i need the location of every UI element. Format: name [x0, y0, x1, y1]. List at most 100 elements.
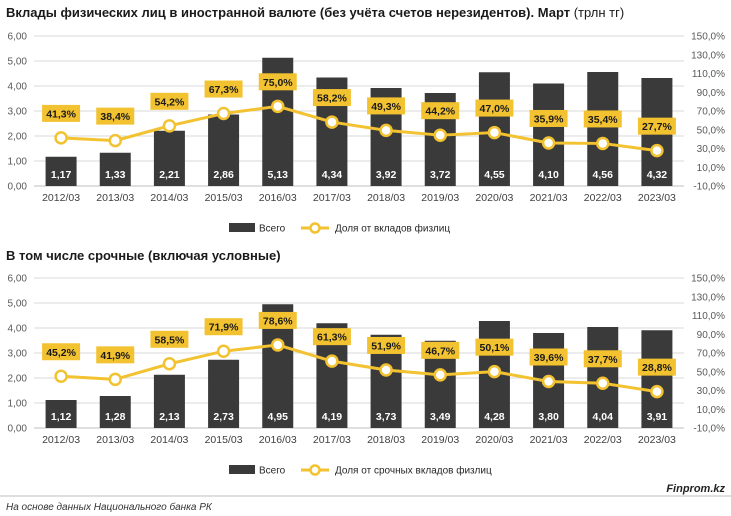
share-value-label: 46,7%: [425, 345, 455, 357]
y-tick-label: 0,00: [8, 424, 28, 435]
share-marker: [216, 106, 231, 121]
brand-logo: Finprom.kz: [666, 483, 725, 495]
chart-bottom-share-line: 45,2% 41,9% 58,5% 71,9% 78,6% 61,3% 51,9% 46,7%…: [42, 311, 676, 399]
share-value-label: 50,1%: [480, 342, 510, 354]
chart-top-gridlines: [34, 35, 684, 187]
share-label-box: [96, 107, 135, 125]
share-line-path: [60, 343, 658, 394]
share-label-box: [42, 343, 81, 361]
y2-tick-label: 110,0%: [692, 69, 725, 80]
y2-tick-label: 90,0%: [697, 88, 725, 99]
bar: [587, 72, 619, 186]
share-marker: [271, 338, 285, 352]
bar-value-label: 2,86: [213, 169, 234, 181]
bar: [153, 130, 185, 186]
y-tick-label: 0,00: [8, 182, 28, 193]
share-label-box: [529, 109, 568, 127]
y2-tick-label: 130,0%: [691, 50, 725, 61]
share-marker: [433, 368, 447, 382]
bar: [99, 396, 131, 428]
share-label-box: [421, 102, 460, 120]
share-value-label: 41,3%: [46, 108, 76, 120]
bar-value-label: 1,33: [105, 169, 126, 181]
share-marker: [54, 131, 68, 145]
legend-bar-label: Всего: [259, 466, 286, 477]
legend-bar-swatch: [229, 223, 255, 232]
y2-tick-label: 70,0%: [697, 349, 725, 360]
share-label-box: [583, 350, 622, 368]
x-tick-label: 2022/03: [584, 192, 622, 204]
chart-top-title: Вклады физических лиц в иностранной валю…: [6, 5, 624, 20]
share-label-box: [312, 328, 351, 346]
x-tick-label: 2019/03: [421, 192, 459, 204]
legend-line-marker: [309, 464, 321, 476]
y-tick-label: 5,00: [8, 57, 28, 68]
x-tick-label: 2012/03: [42, 192, 80, 204]
x-tick-label: 2016/03: [259, 192, 297, 204]
x-tick-label: 2015/03: [205, 434, 243, 446]
share-marker: [541, 374, 556, 389]
x-tick-label: 2015/03: [205, 192, 243, 204]
share-marker: [487, 364, 502, 379]
share-marker: [325, 115, 339, 129]
legend-line-label: Доля от вкладов физлиц: [335, 223, 450, 235]
share-marker: [162, 119, 177, 133]
x-tick-label: 2020/03: [475, 434, 513, 446]
x-tick-label: 2013/03: [96, 192, 134, 204]
bar-value-label: 4,34: [322, 169, 343, 181]
y2-tick-label: 150,0%: [691, 32, 725, 43]
y2-tick-label: 30,0%: [697, 144, 725, 155]
share-value-label: 38,4%: [100, 111, 130, 123]
x-tick-label: 2023/03: [638, 192, 676, 204]
bar-value-label: 4,95: [268, 411, 289, 423]
share-label-box: [475, 99, 514, 117]
bar-value-label: 5,13: [268, 169, 289, 181]
y-tick-label: 4,00: [8, 82, 28, 93]
share-marker: [650, 384, 664, 399]
legend-bar-label: Всего: [259, 224, 286, 235]
y2-tick-label: -10,0%: [693, 182, 725, 193]
bar: [45, 400, 77, 428]
bar-value-label: 1,12: [51, 411, 72, 423]
y2-tick-label: 150,0%: [691, 274, 725, 285]
chart-top-share-line: 41,3% 38,4% 54,2% 67,3% 75,0% 58,2% 49,3% 44,2%…: [42, 73, 676, 158]
bar: [45, 156, 77, 186]
bar-value-label: 2,21: [159, 169, 180, 181]
bar-value-label: 2,13: [159, 411, 180, 423]
share-marker: [379, 363, 393, 377]
share-value-label: 75,0%: [263, 77, 293, 89]
y2-tick-label: 90,0%: [697, 330, 725, 341]
share-label-box: [367, 336, 406, 354]
chart-bottom-bars: 1,12 1,28 2,13 2,73 4,95 4,19 3,73 3,49 4,28 3,80…: [45, 304, 673, 428]
share-label-box: [204, 80, 243, 98]
x-tick-label: 2013/03: [96, 434, 134, 446]
y-tick-label: 3,00: [8, 349, 28, 360]
y-tick-label: 2,00: [8, 132, 28, 143]
x-tick-label: 2014/03: [150, 192, 188, 204]
share-marker: [271, 99, 285, 114]
bar-value-label: 4,56: [593, 169, 614, 181]
chart-top-right-axis: -10,0% 10,0% 30,0% 50,0% 70,0% 90,0% 110,0% 130…: [691, 32, 725, 193]
x-tick-label: 2021/03: [530, 434, 568, 446]
share-value-label: 78,6%: [263, 315, 293, 327]
share-marker: [541, 136, 556, 150]
share-value-label: 27,7%: [642, 121, 672, 133]
chart-top-left-axis: 0,00 1,00 2,00 3,00 4,00 5,00 6,00: [8, 32, 28, 193]
y-tick-label: 5,00: [8, 299, 28, 310]
share-label-box: [258, 73, 297, 91]
bar-value-label: 3,73: [376, 411, 397, 423]
y-tick-label: 2,00: [8, 374, 28, 385]
bar-value-label: 1,17: [51, 169, 72, 181]
y2-tick-label: -10,0%: [693, 424, 725, 435]
share-value-label: 71,9%: [209, 322, 239, 334]
y2-tick-label: 10,0%: [697, 405, 725, 416]
share-value-label: 58,2%: [317, 93, 347, 105]
y-tick-label: 3,00: [8, 107, 28, 118]
share-label-box: [258, 311, 297, 329]
y-tick-label: 6,00: [8, 32, 28, 43]
legend-line-marker: [309, 222, 321, 234]
x-tick-label: 2022/03: [584, 434, 622, 446]
share-marker: [487, 125, 502, 140]
bar-value-label: 3,80: [538, 411, 559, 423]
